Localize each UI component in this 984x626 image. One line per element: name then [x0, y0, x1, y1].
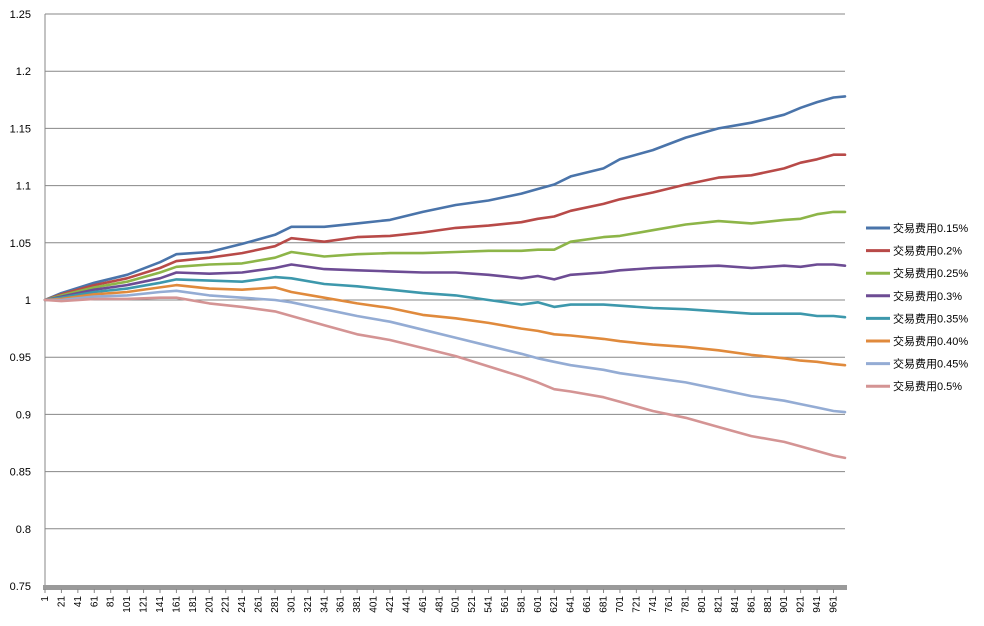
x-tick-label: 261: [254, 596, 265, 613]
x-tick-label: 781: [681, 596, 692, 613]
legend-label: 交易费用0.40%: [893, 334, 968, 348]
x-tick-label: 861: [746, 596, 757, 613]
series-line-7: [43, 289, 847, 414]
x-tick-label: 221: [221, 596, 232, 613]
x-tick-label: 401: [369, 596, 380, 613]
x-tick-label: 681: [599, 596, 610, 613]
x-tick-label: 741: [648, 596, 659, 613]
series-line-8: [43, 296, 847, 460]
x-tick-label: 581: [516, 596, 527, 613]
series-line-6: [43, 283, 847, 367]
x-tick-label: 561: [500, 596, 511, 613]
x-tick-label: 281: [270, 596, 281, 613]
x-tick-label: 721: [631, 596, 642, 613]
series-line-2: [43, 153, 847, 302]
x-axis-line: [43, 585, 847, 590]
y-tick-label: 1.05: [10, 238, 31, 250]
y-tick-label: 1.25: [10, 9, 31, 21]
x-tick-label: 841: [730, 596, 741, 613]
y-tick-label: 1: [25, 295, 31, 307]
series-lines: [43, 95, 847, 460]
x-tick-label: 701: [615, 596, 626, 613]
x-tick-label: 421: [385, 596, 396, 613]
x-axis: 1 21 41 61 81 101 121 141 161 181 201 221 241 261 281 3…: [40, 585, 847, 613]
x-tick-label: 81: [106, 596, 117, 608]
x-tick-label: 41: [73, 596, 84, 608]
x-tick-label: 1: [40, 596, 51, 602]
legend-label: 交易费用0.15%: [893, 221, 968, 235]
x-tick-label: 181: [188, 596, 199, 613]
x-tick-label: 21: [56, 596, 67, 608]
x-tick-label: 541: [484, 596, 495, 613]
x-tick-label: 641: [566, 596, 577, 613]
x-tick-label: 441: [401, 596, 412, 613]
series-line-1: [43, 95, 847, 302]
x-tick-label: 361: [336, 596, 347, 613]
y-axis: 0.75 0.8 0.85 0.9 0.95 1 1.05 1.1 1.15 1.2 1.25: [10, 9, 46, 593]
x-tick-label: 161: [171, 596, 182, 613]
series-line-5: [43, 275, 847, 319]
y-tick-label: 1.2: [16, 66, 31, 78]
y-tick-label: 1.15: [10, 123, 31, 135]
legend-label: 交易费用0.45%: [893, 357, 968, 371]
y-tick-label: 0.85: [10, 467, 31, 479]
y-tick-label: 0.95: [10, 352, 31, 364]
x-tick-label: 121: [139, 596, 150, 613]
x-tick-label: 801: [697, 596, 708, 613]
legend-label: 交易费用0.2%: [893, 244, 962, 258]
x-tick-label: 101: [122, 596, 133, 613]
x-tick-label: 601: [533, 596, 544, 613]
legend-label: 交易费用0.35%: [893, 311, 968, 325]
x-tick-label: 621: [549, 596, 560, 613]
x-tick-label: 461: [418, 596, 429, 613]
x-tick-label: 61: [89, 596, 100, 608]
x-tick-label: 481: [434, 596, 445, 613]
x-tick-label: 961: [829, 596, 840, 613]
series-line-3: [43, 210, 847, 302]
x-tick-label: 341: [319, 596, 330, 613]
legend-label: 交易费用0.25%: [893, 266, 968, 280]
x-tick-label: 381: [352, 596, 363, 613]
x-tick-label: 141: [155, 596, 166, 613]
x-tick-label: 661: [582, 596, 593, 613]
x-tick-label: 921: [796, 596, 807, 613]
x-tick-label: 321: [303, 596, 314, 613]
series-line-4: [43, 263, 847, 302]
legend-label: 交易费用0.3%: [893, 289, 962, 303]
x-tick-label: 881: [763, 596, 774, 613]
x-tick-label: 521: [467, 596, 478, 613]
legend: 交易费用0.15% 交易费用0.2% 交易费用0.25% 交易费用0.3% 交易费用0.…: [866, 221, 968, 393]
x-tick-label: 821: [714, 596, 725, 613]
legend-label: 交易费用0.5%: [893, 379, 962, 393]
y-tick-label: 0.9: [16, 409, 31, 421]
x-tick-label: 201: [204, 596, 215, 613]
x-tick-label: 241: [237, 596, 248, 613]
x-tick-label: 901: [779, 596, 790, 613]
x-tick-label: 941: [812, 596, 823, 613]
x-tick-label: 761: [664, 596, 675, 613]
gridlines: [45, 13, 845, 530]
x-tick-label: 301: [286, 596, 297, 613]
y-tick-label: 1.1: [16, 181, 31, 193]
y-tick-label: 0.8: [16, 524, 31, 536]
x-tick-label: 501: [451, 596, 462, 613]
y-tick-label: 0.75: [10, 581, 31, 593]
